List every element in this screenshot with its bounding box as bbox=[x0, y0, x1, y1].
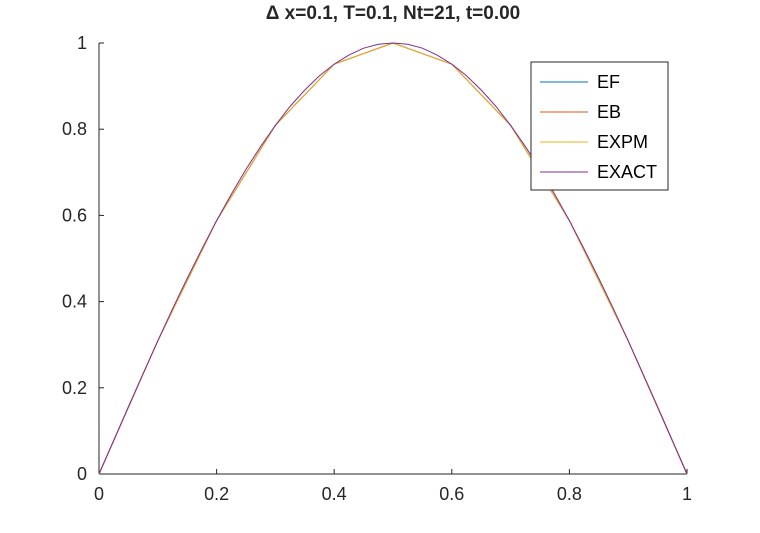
plot-axes bbox=[98, 43, 687, 475]
legend: EF EB EXPM EXACT bbox=[530, 61, 669, 191]
y-tick-label: 1 bbox=[77, 33, 87, 53]
y-tick-label: 0.4 bbox=[62, 292, 87, 312]
x-tick-label: 1 bbox=[682, 484, 692, 504]
legend-label-ef: EF bbox=[597, 72, 620, 92]
legend-label-expm: EXPM bbox=[597, 132, 648, 152]
chart-title: Δ x=0.1, T=0.1, Nt=21, t=0.00 bbox=[266, 3, 520, 24]
legend-box bbox=[530, 61, 669, 191]
x-tick-label: 0.8 bbox=[557, 484, 582, 504]
legend-label-exact: EXACT bbox=[597, 162, 657, 182]
y-tick-label: 0.2 bbox=[62, 378, 87, 398]
x-tick-label: 0 bbox=[94, 484, 104, 504]
y-tick-label: 0 bbox=[77, 464, 87, 484]
series-line-exact bbox=[98, 42, 688, 475]
y-tick-label: 0.8 bbox=[62, 119, 87, 139]
x-tick-label: 0.2 bbox=[204, 484, 229, 504]
x-tick-label: 0.4 bbox=[322, 484, 347, 504]
x-tick-label: 0.6 bbox=[439, 484, 464, 504]
y-tick-label: 0.6 bbox=[62, 205, 87, 225]
legend-label-eb: EB bbox=[597, 102, 621, 122]
